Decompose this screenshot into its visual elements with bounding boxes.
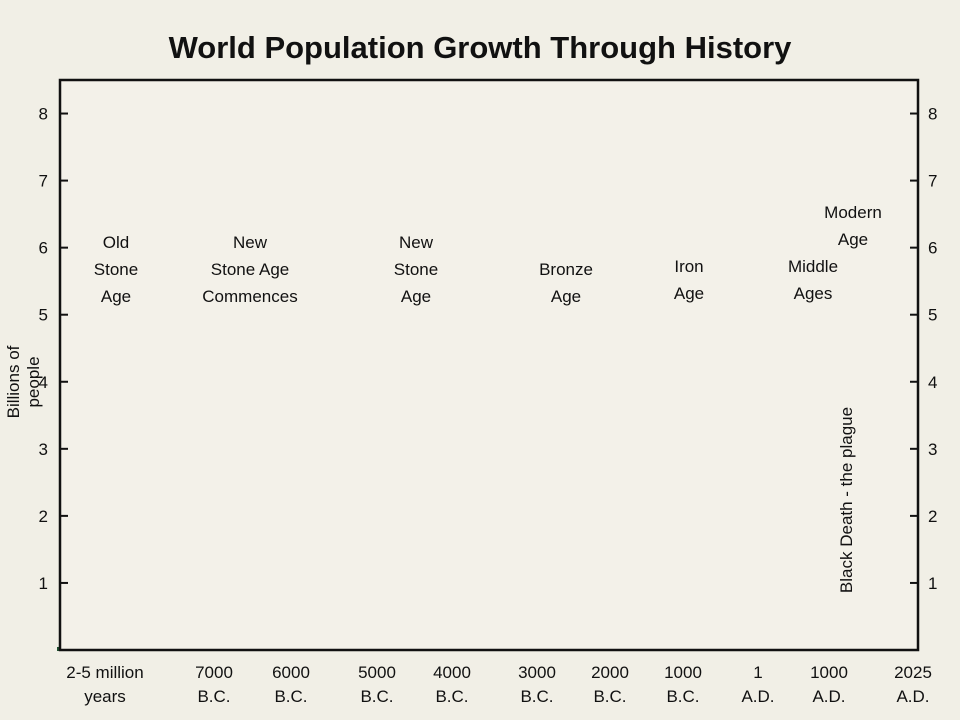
era-label: Modern Age <box>824 203 882 249</box>
era-label-line: Age <box>551 287 581 306</box>
era-label-line: Ages <box>794 284 833 303</box>
y-tick-label-right: 7 <box>928 172 937 191</box>
x-tick-label-line1: 1 <box>753 663 762 682</box>
era-label: New Stone Age Commences <box>202 233 297 306</box>
era-label-line: Age <box>101 287 131 306</box>
x-tick-label-line2: B.C. <box>666 687 699 706</box>
x-tick-label-line1: 1000 <box>664 663 702 682</box>
era-label-line: Stone <box>94 260 138 279</box>
era-label: Iron Age <box>674 257 704 303</box>
era-label-line: New <box>233 233 268 252</box>
x-tick-label-line2: B.C. <box>520 687 553 706</box>
y-tick-label-right: 4 <box>928 373 937 392</box>
x-tick-label: 2025 A.D. <box>894 663 932 706</box>
x-tick-label-line1: 3000 <box>518 663 556 682</box>
y-tick-label-right: 8 <box>928 105 937 124</box>
y-tick-label-left: 7 <box>39 172 48 191</box>
y-tick-label-left: 5 <box>39 306 48 325</box>
x-tick-label-line2: A.D. <box>741 687 774 706</box>
era-label-line: Commences <box>202 287 297 306</box>
era-label-line: Age <box>401 287 431 306</box>
x-tick-label-line2: B.C. <box>274 687 307 706</box>
x-tick-label-line2: B.C. <box>360 687 393 706</box>
x-tick-label-line1: 5000 <box>358 663 396 682</box>
x-tick-label-line2: A.D. <box>896 687 929 706</box>
era-label-line: Age <box>674 284 704 303</box>
y-tick-label-right: 5 <box>928 306 937 325</box>
era-label: Bronze Age <box>539 260 593 306</box>
plot-frame <box>58 78 920 652</box>
x-tick-label-line2: B.C. <box>593 687 626 706</box>
x-tick-label-line1: 6000 <box>272 663 310 682</box>
x-tick-label: 1000 B.C. <box>664 663 702 706</box>
x-tick-label: 6000 B.C. <box>272 663 310 706</box>
y-tick-label-left: 2 <box>39 507 48 526</box>
era-label-line: Modern <box>824 203 882 222</box>
x-tick-label-line2: B.C. <box>435 687 468 706</box>
era-label-line: Bronze <box>539 260 593 279</box>
y-tick-label-left: 3 <box>39 440 48 459</box>
x-tick-label-line1: 4000 <box>433 663 471 682</box>
y-tick-label-left: 6 <box>39 239 48 258</box>
y-tick-label-right: 3 <box>928 440 937 459</box>
x-tick-label-line1: 2-5 million <box>66 663 143 682</box>
x-tick-label: 4000 B.C. <box>433 663 471 706</box>
era-label-line: Old <box>103 233 129 252</box>
y-tick-label-left: 8 <box>39 105 48 124</box>
x-tick-label-line2: B.C. <box>197 687 230 706</box>
era-label: New Stone Age <box>394 233 438 306</box>
y-tick-label-left: 4 <box>39 373 48 392</box>
era-label-line: Stone Age <box>211 260 289 279</box>
x-tick-label: 1000 A.D. <box>810 663 848 706</box>
x-tick-label: 7000 B.C. <box>195 663 233 706</box>
y-tick-label-right: 6 <box>928 239 937 258</box>
x-tick-label: 2000 B.C. <box>591 663 629 706</box>
y-tick-label-right: 1 <box>928 574 937 593</box>
x-tick-label-line1: 7000 <box>195 663 233 682</box>
era-label-line: Stone <box>394 260 438 279</box>
x-tick-label-line1: 2025 <box>894 663 932 682</box>
x-tick-label-line2: years <box>84 687 126 706</box>
era-label-line: New <box>399 233 434 252</box>
era-label-line: Middle <box>788 257 838 276</box>
x-tick-label-line1: 1000 <box>810 663 848 682</box>
era-label: Old Stone Age <box>94 233 138 306</box>
era-label: Middle Ages <box>788 257 838 303</box>
y-tick-label-right: 2 <box>928 507 937 526</box>
x-tick-label-line2: A.D. <box>812 687 845 706</box>
x-tick-label-line1: 2000 <box>591 663 629 682</box>
y-tick-label-left: 1 <box>39 574 48 593</box>
era-label-line: Age <box>838 230 868 249</box>
x-tick-label: 5000 B.C. <box>358 663 396 706</box>
era-label-line: Iron <box>674 257 703 276</box>
x-tick-label: 2-5 million years <box>66 663 143 706</box>
black-death-annotation: Black Death - the plague <box>837 407 856 593</box>
chart-title: World Population Growth Through History <box>168 30 792 65</box>
x-tick-label: 1 A.D. <box>741 663 774 706</box>
x-tick-label: 3000 B.C. <box>518 663 556 706</box>
